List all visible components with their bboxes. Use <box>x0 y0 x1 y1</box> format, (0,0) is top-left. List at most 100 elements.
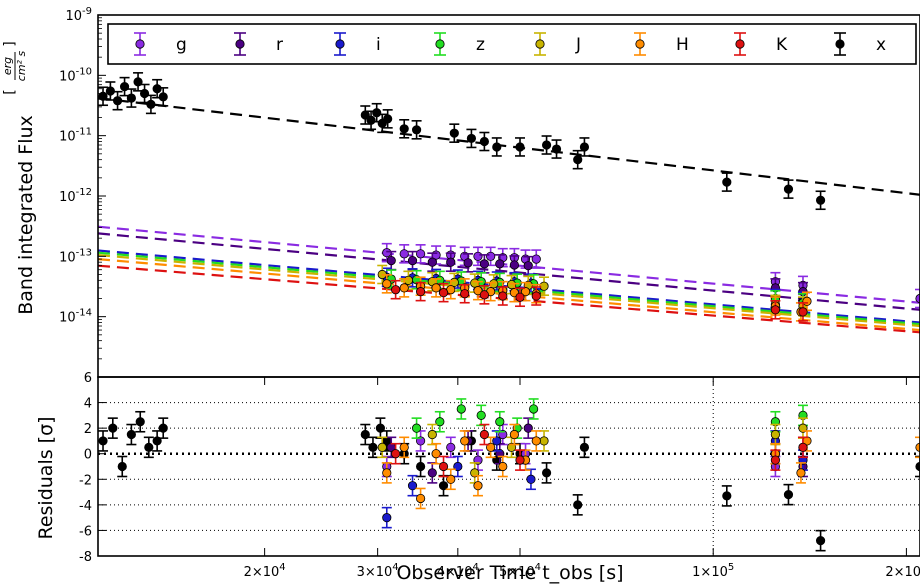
data-point-J <box>489 279 499 289</box>
residual-point-K <box>479 429 489 440</box>
x-tick-label: 1×105 <box>692 562 734 580</box>
residual-point-x <box>368 442 378 452</box>
model-line-z <box>97 251 920 326</box>
flux-y-axis-label: Band integrated Flux <box>15 115 37 315</box>
residual-point-z <box>435 417 445 427</box>
data-point-x <box>126 93 136 103</box>
residual-point-i <box>492 436 502 446</box>
model-line-i <box>97 249 920 324</box>
flux-y-tick-label: 10-14 <box>59 308 92 326</box>
data-point-x <box>551 144 562 154</box>
residuals-y-tick-label: -8 <box>79 550 92 565</box>
residual-point-x <box>815 536 826 546</box>
residual-point-H <box>399 442 409 452</box>
residual-point-H <box>796 468 806 478</box>
legend-label-r: r <box>276 35 283 55</box>
flux-model-lines <box>97 96 920 334</box>
residual-point-z <box>456 404 466 414</box>
data-point-g <box>486 251 496 261</box>
residual-point-x <box>579 442 590 452</box>
data-point-x <box>449 128 459 138</box>
data-point-r <box>427 257 437 267</box>
data-point-x <box>492 142 502 152</box>
residual-point-J <box>770 429 781 440</box>
residual-point-H <box>446 474 456 484</box>
flux-y-axis-unit: [ erg cm² s ] <box>1 41 28 94</box>
legend-label-H: H <box>676 35 689 55</box>
residual-point-r <box>523 423 533 433</box>
data-point-x <box>579 142 590 152</box>
residual-point-x <box>360 429 370 440</box>
model-line-J <box>97 253 920 328</box>
residual-point-K <box>798 442 808 452</box>
flux-y-ticks: 10-14 10-13 10-12 10-11 10-10 10-9 <box>59 6 106 360</box>
residual-point-H <box>382 468 392 478</box>
residuals-y-tick-label: 6 <box>84 371 92 386</box>
svg-text:cm² s: cm² s <box>15 51 28 82</box>
data-point-K <box>798 307 808 317</box>
svg-text:[: [ <box>2 89 18 94</box>
residual-point-x <box>98 436 108 446</box>
data-point-x <box>783 184 794 194</box>
data-point-r <box>463 258 473 268</box>
flux-data-points <box>98 72 920 322</box>
legend-marker-r <box>235 39 245 49</box>
residuals-grid <box>98 377 920 556</box>
residual-point-z <box>529 404 539 414</box>
data-point-x <box>515 142 525 152</box>
residual-point-i <box>407 481 418 491</box>
model-line-g <box>97 225 920 304</box>
residual-point-x <box>126 429 136 440</box>
svg-text:erg: erg <box>1 57 14 75</box>
x-tick-label: 2×105 <box>885 562 920 580</box>
residual-point-x <box>722 491 732 501</box>
data-point-g <box>416 249 426 259</box>
residual-point-K <box>515 455 525 465</box>
residuals-y-ticks: -8 -6 -4 -2 0 2 4 6 <box>79 371 106 565</box>
data-point-g <box>531 254 541 264</box>
data-point-x <box>815 195 826 205</box>
legend-box <box>107 23 917 65</box>
data-point-x <box>479 136 489 147</box>
residuals-y-axis-label: Residuals [σ] <box>35 416 57 539</box>
flux-y-tick-label: 10-12 <box>59 187 92 205</box>
svg-text:]: ] <box>2 41 18 46</box>
axis-labels: Band integrated Flux [ erg cm² s ] Resid… <box>1 41 624 584</box>
legend-marker-g <box>135 39 145 49</box>
flux-plot-frame <box>97 14 920 378</box>
data-point-K <box>416 287 426 297</box>
x-tick-label: 2×104 <box>244 562 286 580</box>
data-point-x <box>139 88 150 99</box>
flux-y-tick-label: 10-13 <box>59 247 92 265</box>
data-point-x <box>146 99 156 109</box>
data-point-x <box>360 110 370 120</box>
residual-point-H <box>509 429 519 440</box>
model-line-x <box>97 96 920 196</box>
flux-y-tick-label: 10-9 <box>65 6 92 24</box>
data-point-x <box>112 96 123 106</box>
legend-label-i: i <box>376 35 381 55</box>
data-point-K <box>479 290 489 300</box>
legend-label-g: g <box>176 35 187 55</box>
x-tick-label: 4×104 <box>437 562 479 580</box>
residual-point-x <box>573 500 583 510</box>
residual-point-i <box>382 513 392 523</box>
residual-point-x <box>438 481 449 491</box>
data-point-r <box>523 261 533 271</box>
data-point-K <box>498 291 508 301</box>
residual-point-z <box>411 423 422 433</box>
data-point-H <box>520 287 531 297</box>
data-point-r <box>446 257 456 267</box>
data-point-x <box>98 91 108 101</box>
data-point-K <box>770 305 781 315</box>
data-point-H <box>473 286 483 296</box>
residual-point-x <box>541 468 552 478</box>
data-point-K <box>460 289 470 299</box>
x-tick-label: 5×104 <box>499 562 541 580</box>
data-point-x <box>541 140 552 150</box>
residuals-y-tick-label: 4 <box>84 397 92 412</box>
data-point-J <box>539 281 549 291</box>
residual-point-i <box>526 474 536 484</box>
